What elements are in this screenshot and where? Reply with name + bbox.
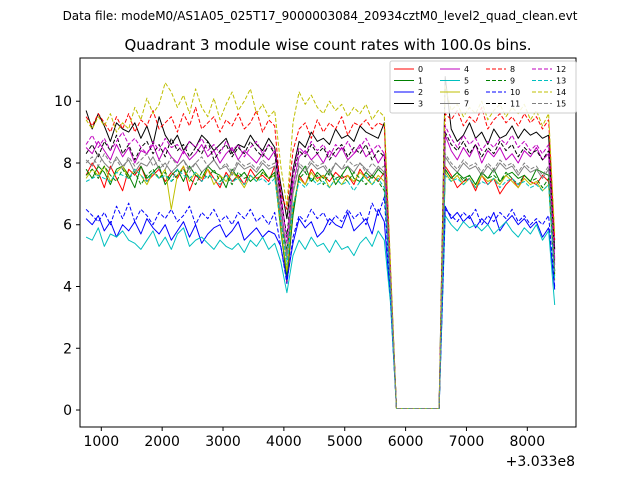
x-tick-label-7000: 7000 xyxy=(449,434,485,450)
legend-label-14: 14 xyxy=(556,88,566,97)
series-line-6 xyxy=(85,165,556,409)
legend-label-2: 2 xyxy=(418,88,423,97)
chart-title: Quadrant 3 module wise count rates with … xyxy=(124,36,531,54)
legend-label-6: 6 xyxy=(464,88,469,97)
legend-label-13: 13 xyxy=(556,77,566,86)
legend-label-7: 7 xyxy=(464,100,469,109)
x-tick-label-1000: 1000 xyxy=(83,434,119,450)
legend-label-8: 8 xyxy=(510,65,515,74)
legend-box xyxy=(389,60,577,114)
figure-suptitle: Data file: modeM0/AS1A05_025T17_90000030… xyxy=(63,9,578,23)
legend-label-10: 10 xyxy=(510,88,520,97)
y-tick-label-10: 10 xyxy=(54,94,72,110)
x-tick-label-8000: 8000 xyxy=(509,434,545,450)
axes-frame xyxy=(79,57,577,428)
y-tick-label-8: 8 xyxy=(63,156,72,172)
y-tick-label-4: 4 xyxy=(63,280,72,296)
y-tick-label-2: 2 xyxy=(63,341,72,357)
series-line-9 xyxy=(85,165,556,409)
series-line-15 xyxy=(85,153,556,409)
series-layer xyxy=(85,76,556,409)
legend-label-3: 3 xyxy=(418,100,423,109)
legend-label-12: 12 xyxy=(556,65,566,74)
legend-label-1: 1 xyxy=(418,77,423,86)
series-line-0 xyxy=(85,162,556,409)
x-tick-label-3000: 3000 xyxy=(205,434,241,450)
y-tick-label-6: 6 xyxy=(63,218,72,234)
x-tick-label-4000: 4000 xyxy=(266,434,302,450)
x-tick-label-6000: 6000 xyxy=(388,434,424,450)
series-line-3 xyxy=(85,76,556,409)
legend-label-15: 15 xyxy=(556,100,566,109)
y-tick-label-0: 0 xyxy=(63,403,72,419)
x-tick-label-2000: 2000 xyxy=(144,434,180,450)
legend-label-0: 0 xyxy=(418,65,423,74)
x-offset-text: +3.033e8 xyxy=(506,454,575,470)
x-axis: 1000 2000 3000 4000 5000 6000 7000 8000 xyxy=(83,427,545,450)
series-line-7 xyxy=(85,153,556,409)
series-line-10 xyxy=(85,196,556,409)
legend-label-11: 11 xyxy=(510,100,520,109)
series-line-13 xyxy=(85,168,556,409)
legend-label-5: 5 xyxy=(464,77,469,86)
x-tick-label-5000: 5000 xyxy=(327,434,363,450)
series-line-5 xyxy=(85,215,556,409)
series-line-8 xyxy=(85,106,556,409)
series-line-12 xyxy=(85,125,556,409)
legend-label-9: 9 xyxy=(510,77,515,86)
y-axis: 0 2 4 6 8 10 xyxy=(54,94,80,419)
series-line-11 xyxy=(85,131,556,409)
legend-label-4: 4 xyxy=(464,65,469,74)
